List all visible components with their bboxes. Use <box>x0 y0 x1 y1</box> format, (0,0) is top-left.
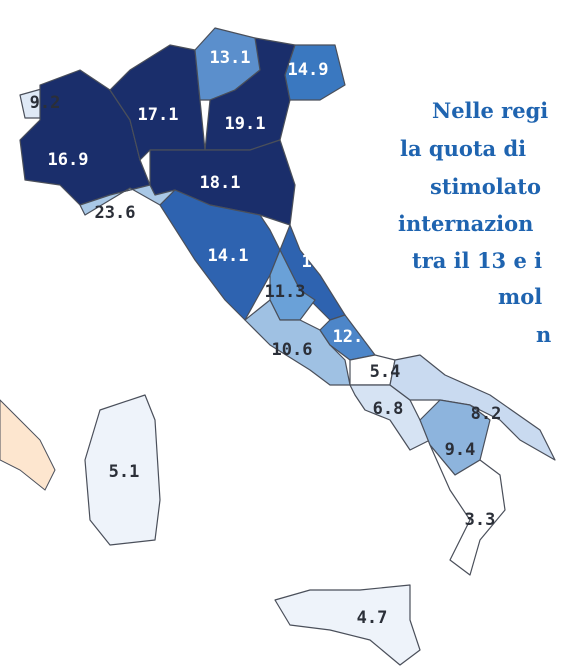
region-value: 23.6 <box>95 203 136 223</box>
region-value: 17.1 <box>138 105 179 125</box>
region-value: 8.2 <box>471 404 502 424</box>
region-value: 16.9 <box>48 150 89 170</box>
region-value: 5.1 <box>109 462 140 482</box>
region-value: 12.8 <box>333 327 374 347</box>
region-value: 14.9 <box>288 60 329 80</box>
region <box>84 394 161 546</box>
annotation-line: stimolato <box>430 174 541 199</box>
region <box>389 354 556 461</box>
region-value: 9.4 <box>445 440 476 460</box>
region <box>319 314 376 361</box>
annotation-line: internazion <box>398 211 533 236</box>
region-value: 11.3 <box>265 282 306 302</box>
region-value: 18.1 <box>200 173 241 193</box>
neighbor-land <box>0 399 56 491</box>
annotation-line: tra il 13 e i <box>412 248 542 273</box>
region-value: 4.7 <box>357 608 388 628</box>
labels: 9.2 16.9 17.1 13.1 19.1 14.9 18.1 23.6 1… <box>30 48 502 628</box>
region-value: 5.4 <box>370 362 401 382</box>
region <box>429 444 506 576</box>
region-value: 9.2 <box>30 93 61 113</box>
region-value: 13.1 <box>210 48 251 68</box>
region <box>274 584 421 666</box>
region-value: 14.1 <box>302 252 343 272</box>
region <box>284 44 346 101</box>
region-value: 10.6 <box>272 340 313 360</box>
region <box>109 44 206 161</box>
regions <box>19 27 556 666</box>
region <box>244 299 351 386</box>
annotation: Nelle regi la quota di stimolato interna… <box>398 98 551 347</box>
annotation-line: la quota di <box>400 136 526 161</box>
region-value: 6.8 <box>373 399 404 419</box>
region-value: 19.1 <box>225 114 266 134</box>
region-value: 3.3 <box>465 510 496 530</box>
annotation-line: Nelle regi <box>432 98 548 123</box>
annotation-line: n <box>536 322 551 347</box>
annotation-line: mol <box>498 284 542 309</box>
region-value: 14.1 <box>208 246 249 266</box>
